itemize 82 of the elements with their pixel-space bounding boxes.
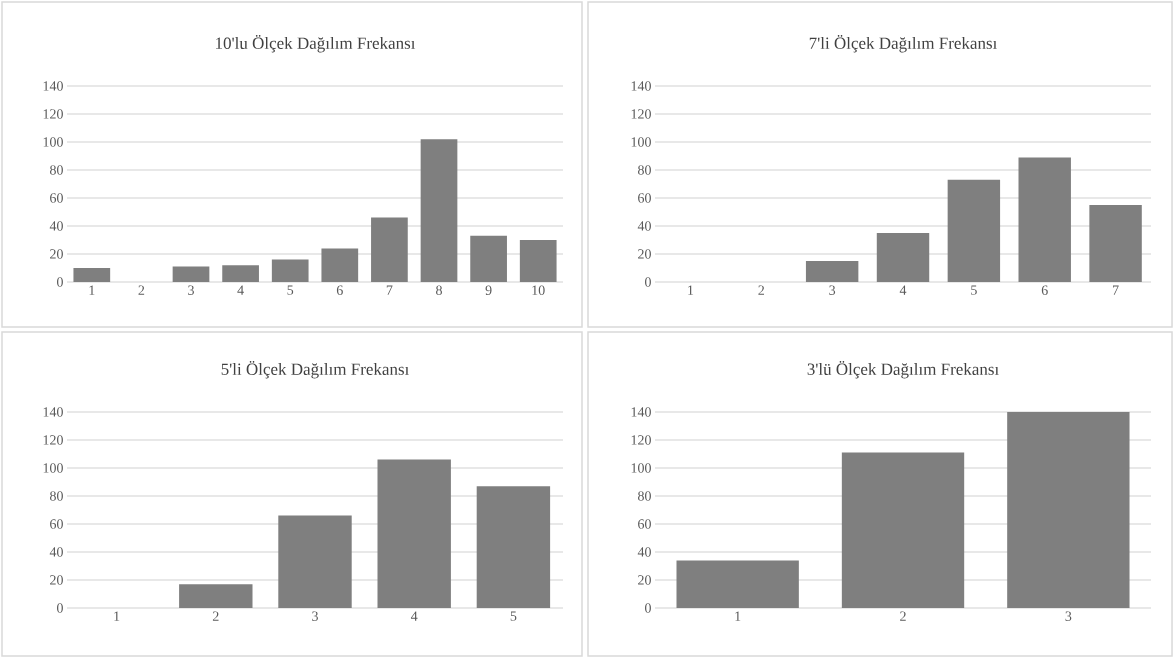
chart-title: 5'li Ölçek Dağılım Frekansı <box>221 361 409 379</box>
y-tick-label: 140 <box>43 407 63 417</box>
y-tick-label: 60 <box>50 193 63 203</box>
bar <box>1007 412 1130 608</box>
bar <box>271 259 309 282</box>
x-tick-label: 7 <box>386 285 393 295</box>
bar <box>476 486 551 608</box>
y-tick-label: 0 <box>57 277 63 287</box>
x-tick-label: 8 <box>436 285 442 295</box>
y-tick-label: 120 <box>43 109 63 119</box>
y-tick-label: 20 <box>638 249 651 259</box>
bar <box>470 235 507 282</box>
y-tick-label: 140 <box>631 81 651 91</box>
chart-title: 10'lu Ölçek Dağılım Frekansı <box>216 35 416 53</box>
y-tick-label: 60 <box>638 193 651 203</box>
x-tick-label: 10 <box>532 285 545 295</box>
bar <box>278 515 352 608</box>
bar <box>222 265 259 282</box>
y-tick-label: 20 <box>638 575 651 585</box>
x-tick-label: 1 <box>735 611 741 621</box>
bar <box>172 266 210 282</box>
y-tick-label: 100 <box>43 463 63 473</box>
x-tick-label: 7 <box>1113 285 1119 295</box>
y-tick-label: 20 <box>50 249 63 259</box>
y-tick-label: 80 <box>50 491 63 501</box>
x-tick-label: 6 <box>1041 285 1048 295</box>
bar <box>321 248 359 282</box>
x-tick-label: 5 <box>287 285 294 295</box>
bar <box>676 560 799 608</box>
x-tick-label: 3 <box>1065 611 1072 621</box>
bar <box>377 459 451 608</box>
x-tick-label: 4 <box>237 285 244 295</box>
x-tick-label: 9 <box>485 285 492 295</box>
bar <box>841 452 965 608</box>
x-tick-label: 5 <box>510 611 517 621</box>
bar <box>1089 204 1142 282</box>
x-tick-label: 2 <box>900 611 906 621</box>
y-tick-label: 140 <box>43 81 63 91</box>
y-tick-label: 40 <box>49 221 63 231</box>
bar <box>947 179 1001 282</box>
bar <box>876 232 930 282</box>
y-tick-label: 120 <box>631 435 651 445</box>
x-tick-label: 5 <box>971 285 977 295</box>
bar <box>371 217 408 282</box>
bar <box>1018 157 1071 282</box>
x-tick-label: 1 <box>688 285 694 295</box>
y-tick-label: 40 <box>637 547 651 557</box>
bar <box>73 267 111 282</box>
x-tick-label: 1 <box>89 285 95 295</box>
chart-title: 7'li Ölçek Dağılım Frekansı <box>809 35 997 53</box>
y-tick-label: 0 <box>57 603 63 613</box>
bar <box>805 260 859 282</box>
y-tick-label: 20 <box>50 575 63 585</box>
x-tick-label: 3 <box>829 285 836 295</box>
y-tick-label: 100 <box>43 137 63 147</box>
x-tick-label: 3 <box>188 285 194 295</box>
y-tick-label: 80 <box>638 491 651 501</box>
y-tick-label: 80 <box>638 165 651 175</box>
y-tick-label: 40 <box>637 221 651 231</box>
x-tick-label: 4 <box>899 285 907 295</box>
y-tick-label: 40 <box>49 547 63 557</box>
y-tick-label: 100 <box>631 137 651 147</box>
y-tick-label: 100 <box>631 463 651 473</box>
x-tick-label: 4 <box>410 611 418 621</box>
x-tick-label: 6 <box>336 285 343 295</box>
chart-title: 3'lü Ölçek Dağılım Frekansı <box>807 361 999 379</box>
bar <box>179 584 253 608</box>
x-tick-label: 2 <box>758 285 765 295</box>
bar <box>519 239 557 282</box>
y-tick-label: 0 <box>645 603 651 613</box>
y-tick-label: 120 <box>43 435 63 445</box>
y-tick-label: 140 <box>631 407 651 417</box>
x-tick-label: 2 <box>138 285 145 295</box>
y-tick-label: 0 <box>645 277 651 287</box>
bar <box>420 139 458 282</box>
x-tick-label: 2 <box>212 611 219 621</box>
y-tick-label: 60 <box>638 519 651 529</box>
y-tick-label: 80 <box>50 165 63 175</box>
y-tick-label: 60 <box>50 519 63 529</box>
y-tick-label: 120 <box>631 109 651 119</box>
x-tick-label: 1 <box>114 611 120 621</box>
x-tick-label: 3 <box>312 611 318 621</box>
